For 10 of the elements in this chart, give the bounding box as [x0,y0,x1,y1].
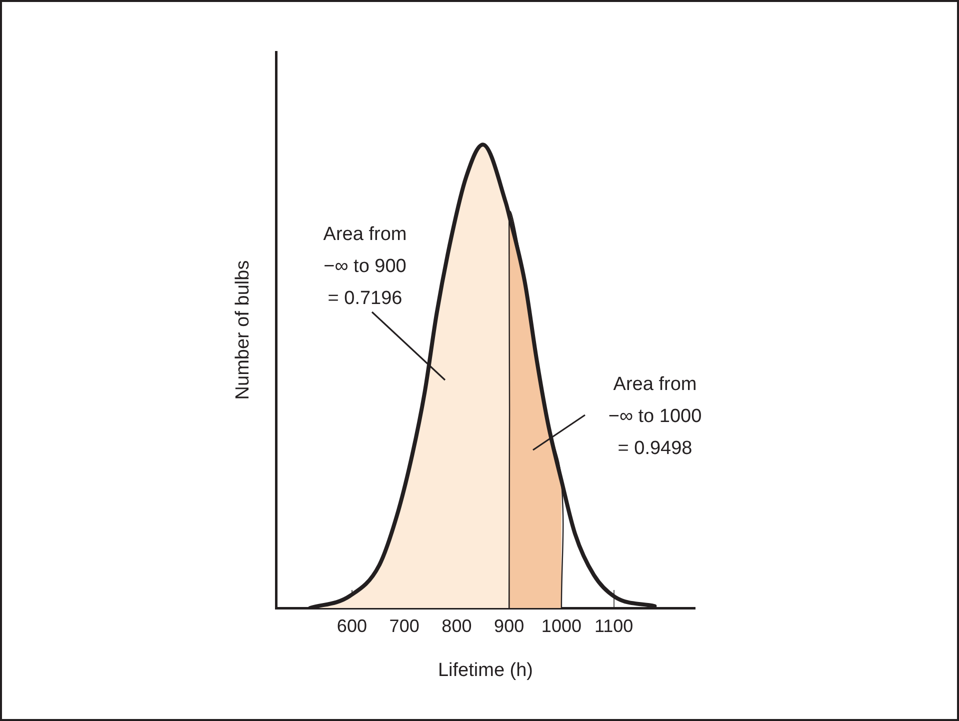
annotation: Area from −∞ to 900 = 0.7196 [323,224,407,309]
y-axis-title: Number of bulbs [232,260,254,400]
x-tick-label: 600 [336,616,367,636]
x-tick-label: 700 [389,616,420,636]
annotation: Area from −∞ to 1000 = 0.9498 [608,374,702,459]
x-tick-label: 800 [442,616,472,636]
x-tick-label: 1100 [594,616,634,636]
x-tick-label: 900 [494,616,524,636]
x-tick-label: 1000 [541,616,582,636]
x-axis-title: Lifetime (h) [438,660,534,681]
